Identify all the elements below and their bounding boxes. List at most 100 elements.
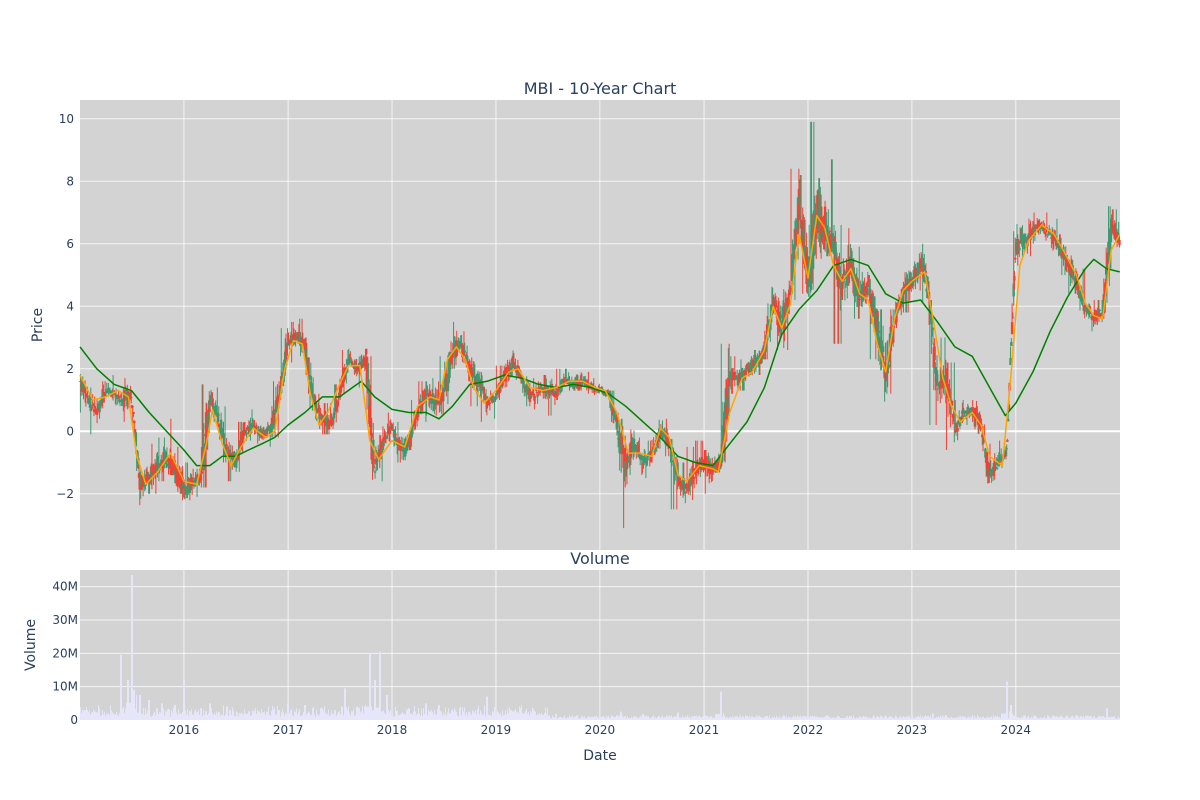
candle-body (507, 368, 511, 373)
volume-bar (520, 708, 521, 720)
volume-bar (175, 705, 176, 720)
candle-body (449, 363, 452, 370)
volume-bar (117, 714, 118, 720)
volume-bar (160, 712, 161, 720)
volume-bar (570, 716, 571, 720)
candle-body (173, 462, 177, 472)
candle-body (634, 445, 637, 447)
candle-body (989, 469, 992, 476)
volume-bar (129, 702, 130, 720)
candle-body (588, 385, 592, 387)
volume-bar (656, 718, 657, 720)
candle-body (626, 457, 629, 460)
candle-body (907, 280, 911, 284)
volume-bar (310, 714, 311, 720)
candle-body (133, 429, 137, 433)
volume-bar (304, 705, 305, 720)
volume-bar (542, 714, 543, 720)
volume-bar (918, 716, 919, 720)
candle-body (1000, 458, 1004, 462)
volume-bar (455, 710, 456, 720)
candle-body (746, 368, 749, 372)
candle-body (787, 297, 790, 303)
volume-bar (428, 709, 429, 720)
volume-bar (1009, 711, 1010, 720)
candle-body (87, 398, 90, 404)
volume-bar (282, 708, 283, 720)
volume-bar (384, 712, 385, 720)
volume-bar (461, 715, 462, 720)
volume-bar (601, 717, 602, 720)
candle-body (220, 432, 224, 438)
volume-bar (489, 715, 490, 720)
volume-bar (836, 717, 837, 720)
candle-body (872, 295, 875, 309)
volume-bar (196, 712, 197, 720)
volume-bar (914, 718, 915, 720)
candle-body (1060, 250, 1064, 259)
volume-bar (1110, 717, 1111, 720)
volume-bar (647, 716, 648, 720)
volume-bar (468, 711, 469, 720)
volume-bar (1057, 717, 1058, 720)
volume-bar (977, 715, 978, 720)
ma-short-line (79, 214, 1121, 486)
candle-body (1097, 315, 1101, 317)
volume-bar (83, 710, 84, 720)
volume-bar (1083, 715, 1084, 720)
candle-body (85, 396, 88, 398)
volume-bar (263, 712, 264, 720)
candle-body (187, 483, 190, 494)
candle-body (624, 463, 628, 465)
volume-bar (568, 717, 569, 720)
volume-bar (372, 710, 373, 720)
volume-bar (739, 716, 740, 720)
candle-body (915, 273, 919, 275)
volume-bar (860, 717, 861, 720)
volume-bar (994, 717, 995, 720)
volume-bar (786, 715, 787, 720)
candle-body (512, 361, 516, 363)
volume-bar (437, 708, 438, 720)
candle-body (329, 422, 332, 424)
volume-bar (185, 710, 186, 720)
candle-body (457, 343, 460, 348)
candle-body (565, 378, 568, 381)
volume-bar (584, 716, 585, 720)
candle-body (1115, 233, 1119, 240)
candle-body (425, 387, 428, 393)
volume-bar (379, 651, 380, 720)
candle-body (418, 406, 421, 408)
volume-bar (426, 703, 427, 720)
candle-body (1005, 448, 1008, 450)
candle-body (935, 370, 939, 381)
candle-body (632, 438, 636, 446)
volume-bar (975, 717, 976, 720)
volume-bar (563, 717, 564, 720)
volume-bar (827, 715, 828, 720)
volume-bar (738, 717, 739, 720)
volume-bar (1041, 717, 1042, 720)
volume-bar (424, 714, 425, 720)
candle-body (1018, 247, 1021, 251)
candle-body (198, 479, 201, 481)
volume-bar (793, 715, 794, 720)
volume-bar (180, 713, 181, 720)
candle-body (192, 482, 196, 487)
volume-bar (316, 709, 317, 720)
candle-body (480, 384, 484, 391)
candle-body (628, 456, 632, 463)
volume-bar (784, 715, 785, 720)
candle-body (489, 396, 492, 400)
volume-bar (992, 718, 993, 720)
volume-bar (1107, 708, 1108, 720)
candle-body (842, 273, 846, 276)
volume-bar (978, 716, 979, 720)
volume-bar (125, 708, 126, 720)
price-tick-label: 10 (59, 112, 74, 126)
volume-bar (765, 716, 766, 720)
volume-bar (846, 716, 847, 720)
candle-body (628, 455, 631, 458)
volume-bar (1052, 715, 1053, 720)
volume-bar (312, 708, 313, 720)
